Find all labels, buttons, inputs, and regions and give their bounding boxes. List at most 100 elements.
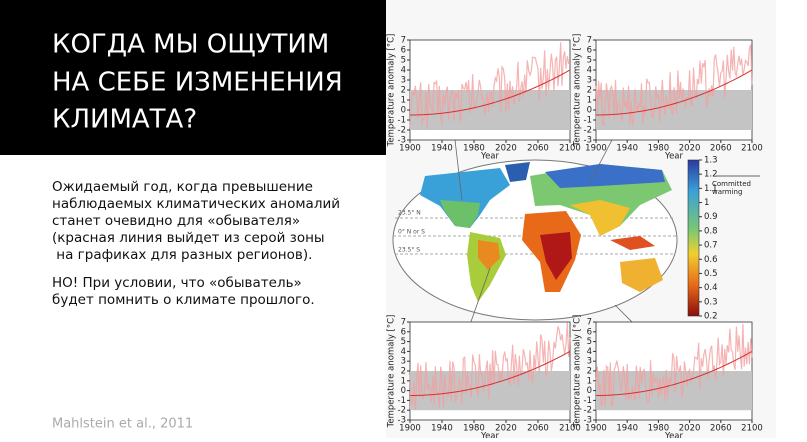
x-tick-label: 2100 <box>741 144 763 154</box>
y-tick-label: -1 <box>398 396 406 406</box>
y-axis-label: Temperature anomaly [°C] <box>387 315 397 429</box>
y-tick-label: 6 <box>587 327 592 337</box>
y-tick-label: 2 <box>587 86 592 96</box>
x-tick-label: 1940 <box>616 144 638 154</box>
x-tick-label: 2100 <box>559 424 581 434</box>
colorbar-tick-label: 0.7 <box>704 241 718 251</box>
continent <box>540 232 572 280</box>
ensemble-mean <box>595 350 753 396</box>
y-tick-label: 3 <box>401 76 406 86</box>
colorbar-tick-label: 0.5 <box>704 269 718 279</box>
y-tick-label: 7 <box>401 318 406 328</box>
colorbar-tick-label: 1.2 <box>704 170 718 180</box>
connector <box>589 139 613 183</box>
connectors <box>454 139 641 331</box>
y-tick-label: -3 <box>398 136 406 146</box>
y-tick-label: 0 <box>587 386 592 396</box>
y-tick-label: 3 <box>587 76 592 86</box>
y-tick-label: -2 <box>584 126 592 136</box>
x-tick-label: 2060 <box>527 424 549 434</box>
colorbar-tick-label: 0.8 <box>704 226 718 236</box>
y-tick-label: -2 <box>398 406 406 416</box>
y-tick-label: -1 <box>584 116 592 126</box>
header-band <box>0 0 386 155</box>
x-tick-label: 1980 <box>463 424 485 434</box>
colorbar <box>687 159 700 317</box>
colorbar-tick-label: 1 <box>704 198 709 208</box>
y-tick-label: -1 <box>398 116 406 126</box>
lat-label: 23.5° N <box>398 210 421 217</box>
y-axis-label: Temperature anomaly [°C] <box>573 34 583 148</box>
colorbar-label: Committed warming <box>712 180 751 196</box>
continent <box>570 200 630 236</box>
ensemble-mean <box>595 69 753 116</box>
y-tick-label: 4 <box>587 66 592 76</box>
y-tick-label: 2 <box>587 367 592 377</box>
y-tick-label: 5 <box>587 56 592 66</box>
body-line: (красная линия выйдет из серой зоны <box>52 230 325 246</box>
x-tick-label: 2100 <box>559 144 581 154</box>
y-tick-label: 3 <box>587 357 592 367</box>
body-line: станет очевидно для «обывателя» <box>52 213 300 229</box>
continent <box>505 162 530 182</box>
connector <box>454 139 463 201</box>
continent <box>620 258 663 292</box>
y-tick-label: 5 <box>401 56 406 66</box>
ensemble-spread <box>409 322 571 410</box>
body-line: будет помнить о климате прошлого. <box>52 292 315 308</box>
y-tick-label: 6 <box>401 46 406 56</box>
y-tick-label: 6 <box>587 46 592 56</box>
title-line: КОГДА МЫ ОЩУТИМ <box>52 30 329 60</box>
x-tick-label: 1900 <box>399 144 421 154</box>
x-tick-label: 1900 <box>585 424 607 434</box>
colorbar-tick-label: 1.3 <box>704 156 718 166</box>
x-axis-label: Year <box>480 152 500 162</box>
y-tick-label: 7 <box>587 318 592 328</box>
colorbar-tick-label: 0.6 <box>704 255 718 265</box>
y-tick-label: 1 <box>401 96 406 106</box>
x-tick-label: 2060 <box>527 144 549 154</box>
y-tick-label: -2 <box>398 126 406 136</box>
world-map: 23.5° N 0° N or S 23.5° S <box>392 159 678 321</box>
y-tick-label: 4 <box>401 66 406 76</box>
y-tick-label: 5 <box>587 337 592 347</box>
colorbar-tick-label: 0.2 <box>704 312 718 322</box>
y-tick-label: 5 <box>401 337 406 347</box>
y-axis-label: Temperature anomaly [°C] <box>573 315 583 429</box>
x-tick-label: 2100 <box>741 424 763 434</box>
x-tick-label: 2060 <box>710 144 732 154</box>
title-line: КЛИМАТА? <box>52 105 197 135</box>
x-tick-label: 1980 <box>648 424 670 434</box>
x-tick-label: 2060 <box>710 424 732 434</box>
lat-label: 23.5° S <box>398 247 420 254</box>
x-tick-label: 2020 <box>679 424 701 434</box>
y-tick-label: 1 <box>587 376 592 386</box>
y-tick-label: 1 <box>587 96 592 106</box>
continent <box>545 164 665 188</box>
y-tick-label: 3 <box>401 357 406 367</box>
x-axis-label: Year <box>664 152 684 162</box>
x-tick-label: 2020 <box>495 144 517 154</box>
ensemble-spread <box>409 42 571 130</box>
continent <box>420 168 510 228</box>
y-tick-label: -3 <box>398 416 406 426</box>
y-tick-label: 2 <box>401 86 406 96</box>
x-tick-label: 2020 <box>495 424 517 434</box>
continent <box>440 200 480 228</box>
x-tick-label: 2020 <box>679 144 701 154</box>
y-tick-label: -1 <box>584 396 592 406</box>
colorbar-tick-label: 0.4 <box>704 283 718 293</box>
x-tick-label: 1980 <box>463 144 485 154</box>
ensemble-spread <box>595 44 753 127</box>
y-tick-label: 6 <box>401 327 406 337</box>
x-tick-label: 1940 <box>431 424 453 434</box>
body-line: НО! При условии, что «обыватель» <box>52 275 302 291</box>
x-tick-label: 1900 <box>399 424 421 434</box>
continent <box>610 236 655 250</box>
y-tick-label: 4 <box>401 347 406 357</box>
x-tick-label: 1900 <box>585 144 607 154</box>
x-tick-label: 1980 <box>648 144 670 154</box>
colorbar-tick-label: 0.3 <box>704 297 718 307</box>
y-tick-label: -3 <box>584 136 592 146</box>
